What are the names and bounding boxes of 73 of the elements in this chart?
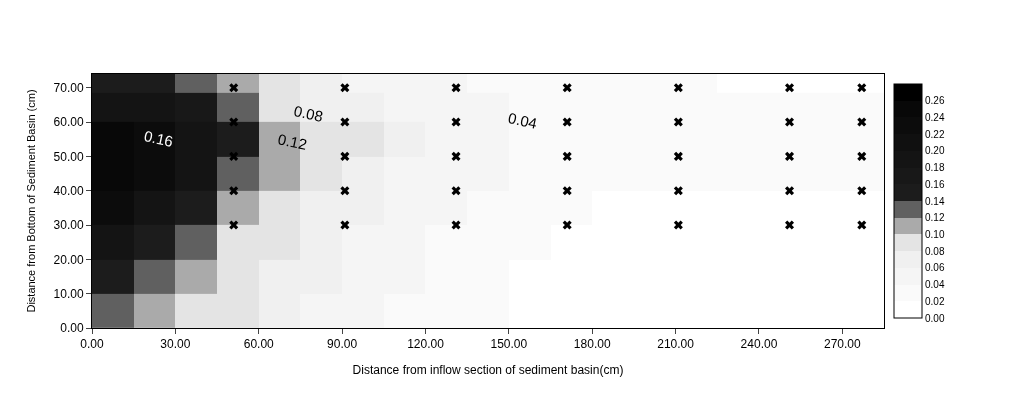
y-tick-label: 30.00 — [53, 218, 84, 233]
y-tick-label: 70.00 — [53, 80, 84, 95]
x-tick-label: 120.00 — [407, 337, 445, 352]
color-bar-label: 0.18 — [925, 162, 945, 174]
y-axis-title: Distance from Bottom of Sediment Basin (cm) — [25, 89, 38, 313]
point — [785, 83, 795, 93]
color-bar-label: 0.08 — [925, 245, 945, 257]
point — [857, 220, 867, 230]
annotation: 0.04 — [506, 109, 539, 132]
point — [857, 117, 867, 127]
point — [562, 83, 572, 93]
y-tick-label: 50.00 — [53, 149, 84, 164]
point — [785, 151, 795, 161]
color-bar-label: 0.20 — [925, 145, 945, 157]
y-tick-label: 10.00 — [53, 286, 84, 301]
color-bar-label: 0.16 — [925, 178, 945, 190]
color-bar-label: 0.24 — [925, 111, 945, 123]
point — [857, 83, 867, 93]
point — [562, 186, 572, 196]
point — [340, 151, 350, 161]
color-bar-label: 0.04 — [925, 279, 945, 291]
x-tick-label: 210.00 — [657, 337, 695, 352]
point — [340, 186, 350, 196]
point — [229, 83, 239, 93]
x-tick-label: 90.00 — [327, 337, 358, 352]
point — [451, 117, 461, 127]
point — [562, 220, 572, 230]
color-bar-label: 0.12 — [925, 212, 945, 224]
point — [785, 220, 795, 230]
color-bar-label: 0.02 — [925, 295, 945, 307]
point — [673, 186, 683, 196]
y-tick-label: 0.00 — [60, 321, 84, 336]
color-bar-label: 0.00 — [925, 312, 945, 324]
x-tick-label: 180.00 — [573, 337, 611, 352]
point — [785, 117, 795, 127]
x-tick-label: 60.00 — [243, 337, 275, 352]
point — [562, 117, 572, 127]
point — [340, 220, 350, 230]
color-bar-label: 0.10 — [925, 228, 945, 240]
point — [857, 186, 867, 196]
point — [451, 186, 461, 196]
x-tick-label: 0.00 — [80, 337, 104, 352]
point — [229, 186, 239, 196]
annotation: 0.16 — [142, 127, 175, 150]
color-bar-label: 0.14 — [925, 195, 945, 207]
x-axis-title: Distance from inflow section of sediment basin(cm) — [352, 363, 624, 378]
point — [451, 83, 461, 93]
x-tick-label: 30.00 — [160, 337, 191, 352]
x-tick-label: 240.00 — [740, 337, 778, 352]
point — [857, 151, 867, 161]
annotation: 0.08 — [292, 102, 325, 125]
point — [673, 83, 683, 93]
point — [340, 117, 350, 127]
color-bar-label: 0.06 — [925, 262, 945, 274]
point — [562, 151, 572, 161]
point — [229, 117, 239, 127]
color-bar-label: 0.26 — [925, 95, 945, 107]
point — [229, 220, 239, 230]
color-bar-label: 0.22 — [925, 128, 945, 140]
y-tick-label: 60.00 — [53, 115, 84, 130]
point — [340, 83, 350, 93]
point — [229, 151, 239, 161]
point — [673, 117, 683, 127]
annotation: 0.12 — [276, 130, 309, 153]
point — [673, 151, 683, 161]
y-tick-label: 20.00 — [53, 252, 84, 267]
y-tick-label: 40.00 — [53, 183, 84, 198]
point — [451, 151, 461, 161]
point — [785, 186, 795, 196]
point — [451, 220, 461, 230]
x-tick-label: 270.00 — [823, 337, 861, 352]
point — [673, 220, 683, 230]
x-tick-label: 150.00 — [490, 337, 528, 352]
